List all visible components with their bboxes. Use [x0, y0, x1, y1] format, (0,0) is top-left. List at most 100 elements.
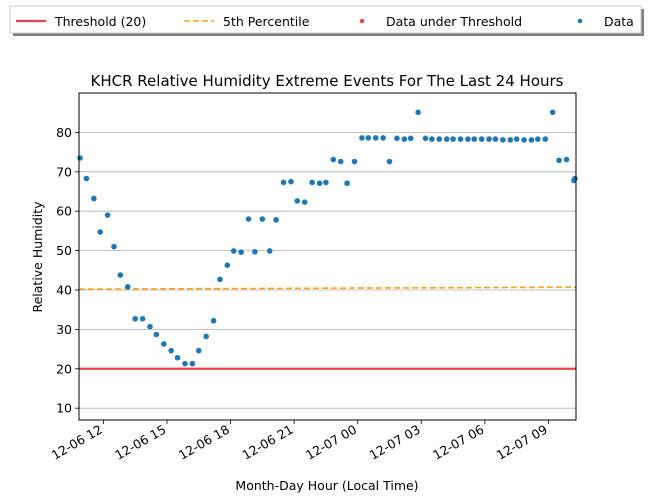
data-point [168, 347, 174, 354]
y-tick-label: 70 [56, 164, 72, 179]
data-point [316, 180, 323, 187]
data-point [77, 155, 83, 161]
data-point [124, 284, 131, 290]
data-point [174, 354, 181, 361]
data-point [323, 179, 329, 186]
data-point [245, 216, 252, 222]
data-point [111, 243, 117, 250]
legend-percentile-label: 5th Percentile [223, 14, 310, 29]
x-tick-label: 12-06 12 [49, 422, 105, 463]
x-tick-label: 12-06 18 [176, 422, 232, 463]
y-tick-label: 10 [56, 401, 72, 416]
data-point [372, 135, 379, 141]
plot-frame [78, 92, 577, 421]
data-point [549, 109, 556, 116]
reference-lines [78, 286, 577, 370]
gridlines [79, 131, 576, 409]
data-point [556, 157, 562, 164]
y-tick-label: 50 [56, 243, 72, 258]
legend-threshold-label: Threshold (20) [54, 14, 146, 29]
y-tick-label: 20 [56, 361, 72, 376]
data-point [252, 248, 258, 255]
data-point [443, 136, 450, 142]
x-tick-label: 12-06 21 [239, 422, 295, 463]
data-point [380, 135, 386, 141]
percentile-line [78, 286, 577, 291]
legend-under-threshold-label: Data under Threshold [386, 14, 522, 29]
y-tick-label: 60 [56, 204, 72, 219]
data-point [266, 248, 273, 254]
data-point [450, 136, 456, 142]
legend-frame [9, 5, 642, 34]
data-point [386, 158, 393, 165]
data-point [238, 249, 244, 255]
data-point [117, 272, 124, 278]
data-point [153, 331, 160, 338]
data-point [189, 360, 196, 367]
data-point [301, 199, 308, 205]
data-point [217, 276, 223, 283]
x-tick-label: 12-07 06 [430, 422, 486, 463]
x-tick-label: 12-07 09 [494, 422, 550, 463]
data-point [97, 229, 103, 235]
data-point [513, 136, 520, 142]
data-point [224, 262, 231, 268]
data-point [394, 135, 400, 142]
data-point [195, 347, 202, 354]
chart-title: KHCR Relative Humidity Extreme Events Fo… [91, 72, 564, 90]
data-point [478, 136, 485, 142]
data-point [288, 178, 294, 185]
data-point [535, 136, 541, 142]
y-axis-label: Relative Humidity [30, 201, 45, 313]
data-point [210, 317, 217, 324]
data-point [500, 137, 506, 143]
x-axis-label: Month-Day Hour (Local Time) [235, 478, 418, 493]
data-point [182, 360, 188, 367]
data-point [330, 156, 337, 163]
y-tick-label: 30 [56, 322, 72, 337]
data-point [132, 315, 138, 322]
data-point [415, 109, 421, 116]
y-tick-label: 40 [56, 282, 72, 297]
data-point [486, 136, 492, 142]
x-axis: 12-06 12 12-06 15 12-06 18 12-06 21 12-07 00… [49, 420, 550, 463]
data-point [294, 198, 301, 204]
data-point [359, 135, 365, 141]
data-point [492, 136, 499, 142]
data-point [542, 136, 549, 142]
data-point [344, 180, 350, 187]
data-point [104, 212, 111, 218]
x-tick-label: 12-06 15 [112, 422, 168, 463]
legend: Threshold (20) 5th Percentile Data under… [9, 5, 644, 36]
data-point [429, 136, 435, 142]
legend-under-threshold-marker [359, 18, 365, 24]
data-point [507, 137, 514, 143]
x-tick-label: 12-07 00 [303, 422, 359, 463]
data-points [77, 109, 578, 367]
data-point [351, 158, 358, 165]
data-point [401, 136, 408, 142]
x-tick-label: 12-07 03 [367, 422, 423, 463]
data-point [572, 175, 578, 182]
data-point [407, 135, 414, 142]
data-point [83, 175, 90, 182]
data-point [230, 248, 237, 254]
data-point [309, 179, 315, 186]
data-point [91, 195, 97, 202]
data-point [203, 333, 209, 340]
data-point [471, 136, 478, 142]
data-point [457, 136, 464, 142]
data-point [337, 158, 344, 165]
data-point [528, 137, 535, 143]
data-point [280, 179, 287, 186]
data-point [160, 341, 167, 347]
data-point [273, 217, 279, 223]
data-point [259, 216, 266, 222]
data-point [139, 315, 146, 322]
data-point [563, 156, 570, 163]
data-point [422, 135, 429, 142]
data-point [465, 136, 471, 142]
y-axis: 10 20 30 40 50 60 70 80 [56, 125, 79, 416]
data-point [147, 323, 153, 330]
